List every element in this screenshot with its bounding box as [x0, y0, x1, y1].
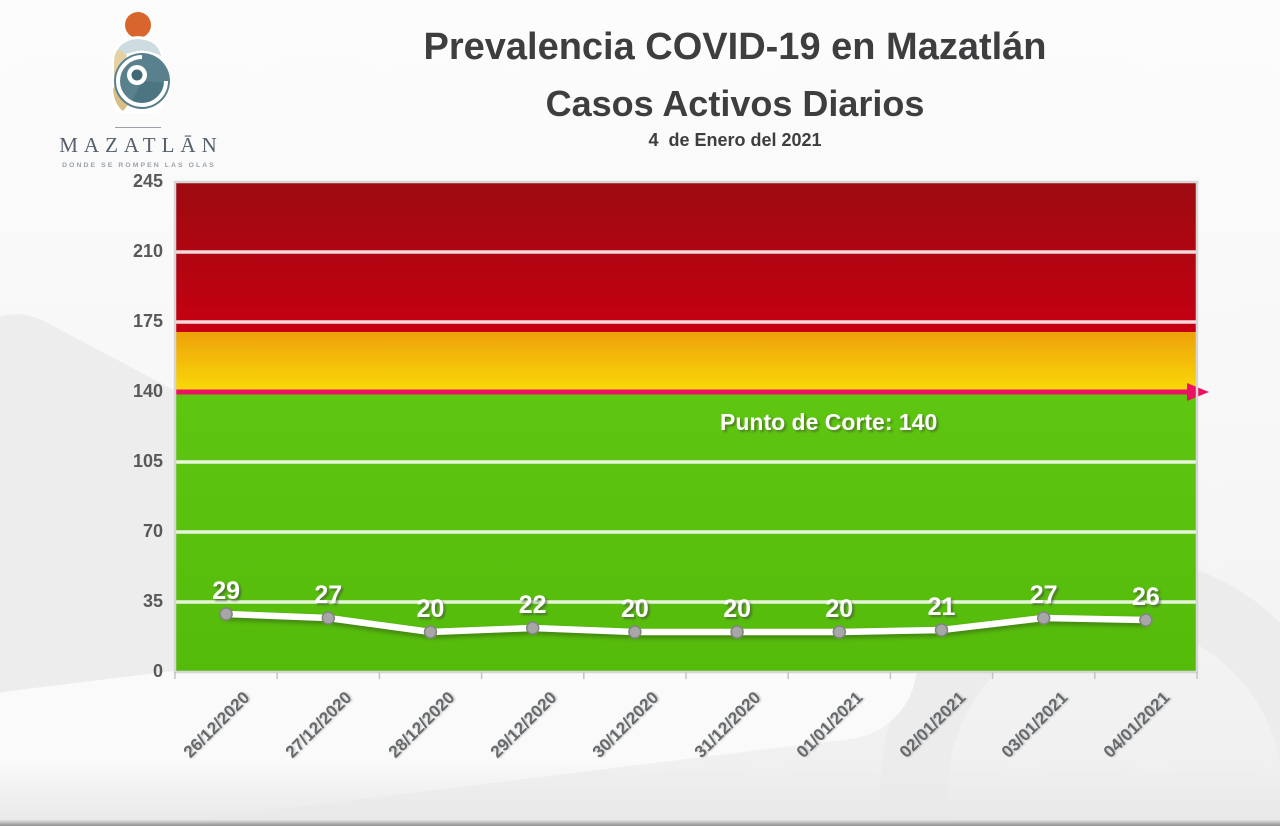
y-axis-label: 105 [132, 451, 163, 471]
mazatlan-logo: MAZATLĀN DONDE SE ROMPEN LAS OLAS [18, 8, 258, 169]
data-point [832, 625, 847, 639]
x-axis-label: 03/01/2021 [997, 688, 1072, 762]
x-axis-label: 02/01/2021 [895, 688, 969, 762]
data-point [1139, 613, 1153, 627]
cutoff-label: Punto de Corte: 140 [720, 409, 937, 435]
data-label: 22 [519, 591, 547, 619]
data-label: 26 [1132, 583, 1160, 611]
y-axis-label: 210 [132, 241, 163, 261]
x-axis-label: 31/12/2020 [690, 688, 765, 762]
data-point [219, 607, 233, 621]
data-point [628, 625, 642, 639]
data-point [321, 611, 336, 625]
y-axis-label: 70 [142, 521, 163, 541]
x-axis-label: 26/12/2020 [179, 688, 254, 762]
data-label: 20 [621, 595, 649, 623]
x-axis-label: 29/12/2020 [486, 688, 561, 762]
logo-wordmark: MAZATLĀN [59, 133, 223, 157]
background-bottom-fade [0, 760, 1280, 820]
zone-amarillo [175, 332, 1197, 392]
y-axis-label: 35 [142, 591, 163, 611]
y-axis-label: 0 [152, 661, 163, 681]
report-date: 4 de Enero del 2021 [648, 130, 822, 150]
mazatlan-logo-icon [112, 12, 170, 113]
plot-area: Punto de Corte: 140 29 27 20 22 20 20 20 21 27 26 [173, 180, 1209, 679]
page-title: Prevalencia COVID-19 en Mazatlán [423, 26, 1047, 68]
page-subtitle: Casos Activos Diarios [545, 83, 925, 124]
data-point [423, 625, 438, 639]
data-label: 27 [1030, 581, 1058, 609]
y-axis-labels: 0 35 70 105 140 175 210 245 [0, 0, 163, 826]
data-label: 20 [825, 595, 853, 623]
data-label: 21 [928, 593, 956, 621]
x-axis-label: 28/12/2020 [384, 688, 458, 762]
x-axis-label: 01/01/2021 [793, 688, 867, 762]
y-axis-label: 175 [132, 311, 163, 331]
zone-rojo [175, 182, 1197, 332]
data-label: 27 [314, 581, 342, 609]
data-point [934, 623, 949, 637]
data-point [525, 621, 540, 635]
window-bottom-edge [0, 820, 1280, 826]
data-point [1036, 611, 1051, 625]
chart-header: Prevalencia COVID-19 en Mazatlán Casos A… [190, 26, 1280, 151]
data-label: 29 [212, 577, 240, 605]
logo-divider [115, 127, 161, 128]
logo-tagline: DONDE SE ROMPEN LAS OLAS [62, 162, 216, 169]
x-axis-label: 30/12/2020 [588, 688, 663, 762]
data-label: 20 [723, 595, 751, 623]
data-label: 20 [417, 595, 445, 623]
x-axis-label: 27/12/2020 [282, 688, 356, 762]
series-line [222, 610, 1150, 636]
y-axis-label: 140 [132, 381, 163, 401]
y-axis-label: 245 [132, 171, 163, 191]
x-axis-label: 04/01/2021 [1099, 688, 1174, 762]
data-point [730, 625, 744, 639]
